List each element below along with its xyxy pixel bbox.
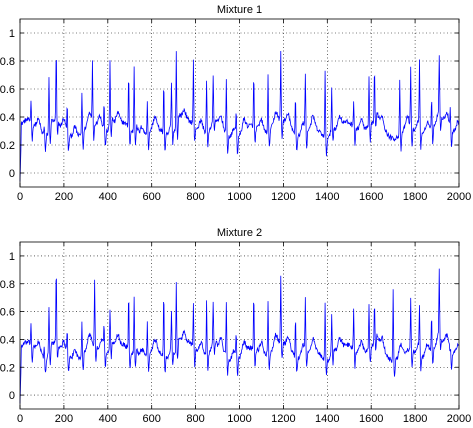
- x-tick-label-1000: 1000: [227, 413, 251, 425]
- y-tick-label-0: 0: [9, 390, 15, 402]
- x-tick-label-2000: 2000: [447, 413, 471, 425]
- y-tick-label-0.2: 0.2: [0, 140, 15, 152]
- x-tick-label-1000: 1000: [227, 191, 251, 203]
- x-tick-label-1600: 1600: [359, 191, 383, 203]
- series-line: [19, 50, 460, 182]
- x-tick-label-1800: 1800: [403, 191, 427, 203]
- y-tick-label-0.4: 0.4: [0, 334, 15, 346]
- x-tick-label-1400: 1400: [315, 413, 339, 425]
- x-tick-label-600: 600: [143, 191, 161, 203]
- ticks: 0 200 400 600 800 1000 1200 1400 1600 1800 2000 0 0.…: [0, 242, 471, 425]
- series-line: [19, 268, 460, 404]
- x-tick-label-0: 0: [17, 191, 23, 203]
- y-tick-label-0.6: 0.6: [0, 307, 15, 319]
- y-tick-label-1: 1: [9, 251, 15, 263]
- x-tick-label-800: 800: [186, 413, 204, 425]
- x-tick-label-200: 200: [55, 413, 73, 425]
- x-tick-label-200: 200: [55, 191, 73, 203]
- y-tick-label-0.4: 0.4: [0, 112, 15, 124]
- y-tick-label-1: 1: [9, 28, 15, 40]
- chart-title: Mixture 2: [217, 227, 262, 239]
- x-tick-label-1400: 1400: [315, 191, 339, 203]
- x-tick-label-0: 0: [17, 413, 23, 425]
- y-tick-label-0: 0: [9, 168, 15, 180]
- y-tick-label-0.8: 0.8: [0, 279, 15, 291]
- x-tick-label-800: 800: [186, 191, 204, 203]
- x-tick-label-1200: 1200: [271, 413, 295, 425]
- chart-mixture-2: 0 200 400 600 800 1000 1200 1400 1600 1800 2000 0 0.…: [0, 227, 471, 425]
- x-tick-label-2000: 2000: [447, 191, 471, 203]
- x-tick-label-600: 600: [143, 413, 161, 425]
- x-tick-label-1600: 1600: [359, 413, 383, 425]
- ticks: 0 200 400 600 800 1000 1200 1400 1600 1800 2000 0 0.…: [0, 19, 471, 203]
- x-tick-label-400: 400: [99, 191, 117, 203]
- x-tick-label-1200: 1200: [271, 191, 295, 203]
- plot-area: [20, 242, 459, 409]
- chart-mixture-1: 0 200 400 600 800 1000 1200 1400 1600 1800 2000 0 0.…: [0, 4, 471, 203]
- x-tick-label-1800: 1800: [403, 413, 427, 425]
- y-tick-label-0.6: 0.6: [0, 84, 15, 96]
- y-tick-label-0.8: 0.8: [0, 56, 15, 68]
- x-tick-label-400: 400: [99, 413, 117, 425]
- chart-title: Mixture 1: [217, 4, 262, 16]
- grid: [20, 19, 459, 187]
- y-tick-label-0.2: 0.2: [0, 362, 15, 374]
